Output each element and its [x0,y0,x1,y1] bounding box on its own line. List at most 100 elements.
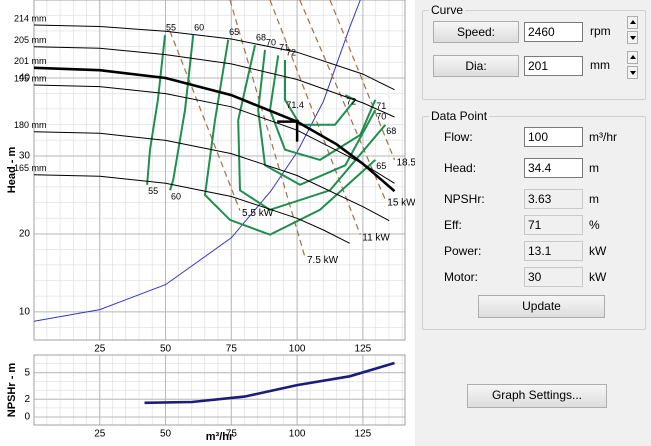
y-tick-label: 2 [24,394,30,405]
unit: % [589,218,600,232]
power-line [169,30,241,211]
x-tick-label: 125 [355,429,372,440]
efficiency-label: 60 [171,192,181,202]
efficiency-label: 71 [376,101,386,111]
series-line [34,66,396,193]
system-curve [34,0,361,322]
field-label: Flow: [444,130,473,144]
plot-frame [33,354,406,426]
update-button[interactable]: Update [478,295,605,318]
y-tick-label: 5 [24,367,30,378]
plot-grid [34,0,405,340]
x-tick-label: 125 [355,344,372,355]
unit: m [589,192,599,206]
unit: mm [590,58,610,72]
efficiency-contour [237,44,387,211]
y-tick-label: 30 [19,151,31,162]
efficiency-label: 71 [279,43,289,53]
field-value: 3.63 [524,189,583,209]
series-line [34,46,395,118]
x-tick-label: 100 [289,429,306,440]
plot-frame [33,0,406,341]
x-tick-label: 75 [226,429,238,440]
power-line [229,0,306,258]
field-value: 30 [524,267,583,287]
x-tick-label: 25 [94,344,106,355]
x-tick-label: 100 [289,344,306,355]
spin-down[interactable] [627,31,638,44]
series-label: 165 mm [14,163,47,173]
field-label: Eff: [444,218,462,232]
power-label: 5.5 kW [242,208,274,219]
y-tick-label: 20 [19,229,31,240]
field-label: NPSHr: [444,192,485,206]
series-line [34,131,390,222]
x-tick-label: 75 [226,344,238,355]
field-label: Power: [444,244,482,258]
power-label: 7.5 kW [307,255,339,266]
speed-input[interactable]: 2460 [524,22,583,42]
power-label: 15 kW [387,197,415,208]
efficiency-label: 68 [256,33,266,43]
operating-annotation: 71.4 [286,100,304,110]
power-line [269,0,361,235]
power-line [299,0,386,200]
group-title: Data Point [429,109,490,123]
unit: kW [589,270,607,284]
efficiency-contour [169,34,195,191]
series-label: 201 mm [14,56,47,66]
series-line [144,361,395,405]
speed-button[interactable]: Speed: [433,21,519,43]
power-line [329,0,396,161]
series-label: 205 mm [14,35,47,45]
plot-area [144,361,395,405]
field-value: 71 [524,215,583,235]
dia-input[interactable]: 201 [524,56,583,76]
series-label: 214 mm [14,13,47,23]
efficiency-contour [257,49,377,186]
efficiency-label: 70 [266,37,276,47]
group-title: Curve [429,3,466,17]
y-tick-label: 10 [19,307,31,318]
efficiency-label: 55 [166,22,176,32]
y-axis-label: NPSHr - m [6,363,18,418]
y-tick-label: 0 [24,412,30,423]
spin-up[interactable] [627,51,638,64]
spin-up[interactable] [627,16,638,29]
dia-button[interactable]: Dia: [433,55,519,77]
field-label: Motor: [444,270,479,284]
y-axis-label: Head - m [6,147,18,194]
series-line [34,84,395,184]
efficiency-label: 72 [346,97,356,107]
curve-group: Curve [422,3,646,100]
unit: rpm [590,24,611,38]
field-value[interactable]: 100 [524,127,583,147]
efficiency-label: 65 [229,27,239,37]
plot-grid [34,355,405,425]
y-tick-label: 40 [19,73,31,84]
graph-settings-button[interactable]: Graph Settings... [467,384,607,408]
unit: m³/hr [589,130,617,144]
field-label: Head: [444,161,477,175]
efficiency-label: 68 [386,126,396,136]
efficiency-contour [146,34,166,185]
x-axis-label: m³/hr [206,431,234,443]
series-label: 180 mm [14,120,47,130]
field-value: 13.1 [524,241,583,261]
efficiency-label: 55 [148,186,158,196]
spin-down[interactable] [627,66,638,79]
efficiency-label: 70 [376,111,386,121]
efficiency-label: 65 [376,161,386,171]
unit: kW [589,244,607,258]
unit: m [589,161,599,175]
power-label: 11 kW [362,232,390,243]
x-tick-label: 50 [160,344,172,355]
data-point-group: Data Point [422,109,646,330]
series-line [34,174,350,244]
series-label: 195 mm [14,73,47,83]
power-label: 18.5 kW [396,158,415,169]
field-value[interactable]: 34.4 [524,158,583,178]
series-line [34,24,395,91]
